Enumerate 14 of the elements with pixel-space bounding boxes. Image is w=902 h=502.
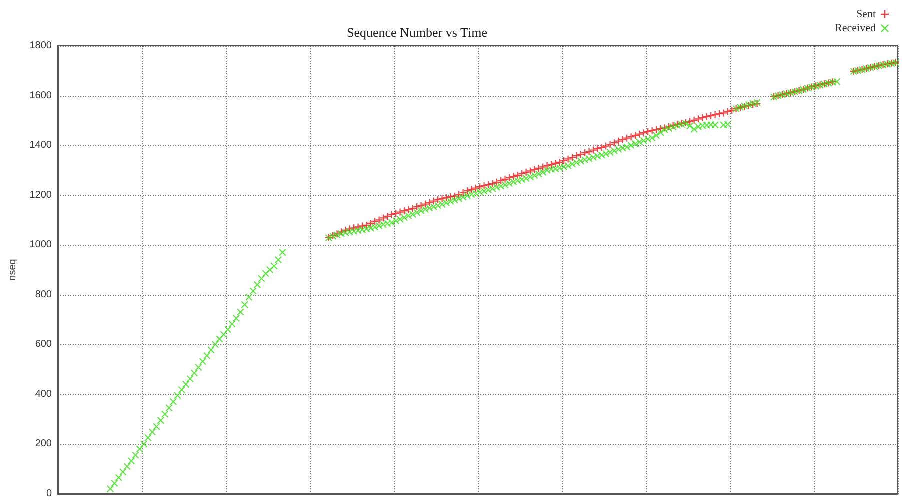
y-tick-label: 200 — [35, 438, 52, 450]
y-tick-label: 600 — [35, 339, 52, 350]
chart-title: Sequence Number vs Time — [347, 25, 488, 40]
y-axis-title: nseq — [8, 259, 18, 281]
y-tick-label: 1400 — [30, 140, 52, 152]
y-tick-label: 1600 — [30, 90, 52, 102]
y-tick-label: 0 — [46, 488, 52, 500]
y-tick-label: 1200 — [30, 190, 52, 201]
y-tick-label: 800 — [35, 289, 52, 300]
legend-label: Received — [835, 22, 876, 34]
y-tick-label: 1800 — [30, 40, 52, 52]
y-tick-label: 1000 — [30, 240, 52, 251]
legend-label: Sent — [856, 8, 876, 20]
y-tick-label: 400 — [35, 388, 52, 400]
